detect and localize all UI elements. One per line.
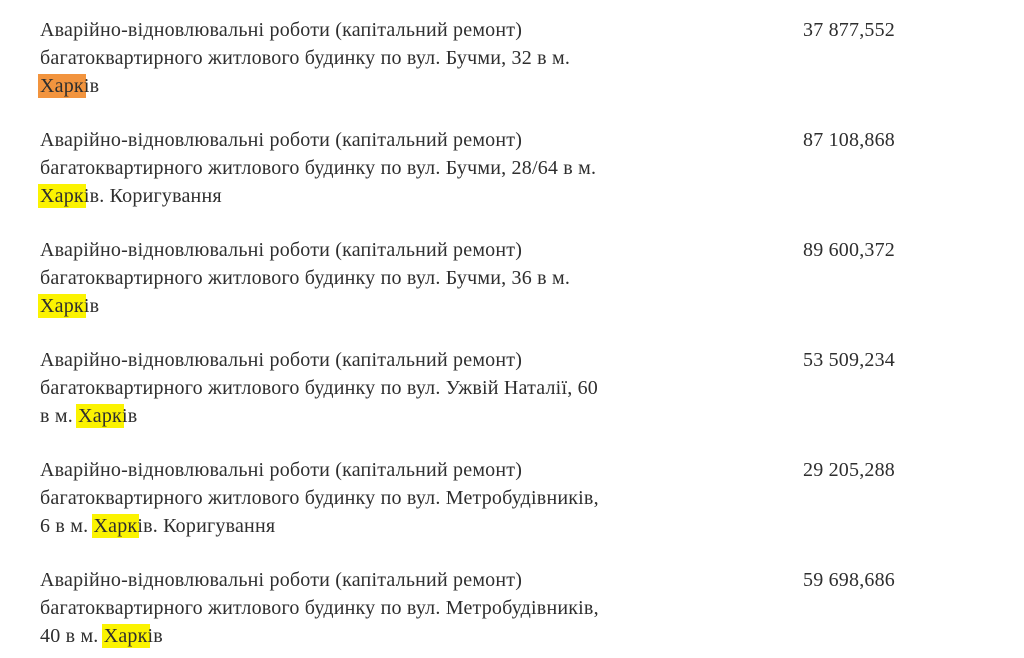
description-text: багатоквартирного житлового будинку по в… [40,267,571,289]
work-description-line: багатоквартирного житлового будинку по в… [40,594,700,622]
work-item-row: Аварійно-відновлювальні роботи (капіталь… [38,126,1024,210]
work-description-line: Аварійно-відновлювальні роботи (капіталь… [40,16,700,44]
description-text: багатоквартирного житлового будинку по в… [40,47,571,69]
search-highlight: Харк [38,184,86,208]
description-text: ів [147,625,163,647]
search-highlight: Харк [76,404,124,428]
work-description: Аварійно-відновлювальні роботи (капіталь… [38,236,700,320]
work-description-line: Аварійно-відновлювальні роботи (капіталь… [40,456,700,484]
amount-value: 53 509,234 [803,349,895,371]
work-description-line: Харків [38,72,700,100]
work-description-line: Аварійно-відновлювальні роботи (капіталь… [40,566,700,594]
search-highlight-active: Харк [38,74,86,98]
description-text: 40 в м. [40,625,104,647]
work-description-line: Аварійно-відновлювальні роботи (капіталь… [40,126,700,154]
amount-value: 89 600,372 [803,239,895,261]
work-description: Аварійно-відновлювальні роботи (капіталь… [38,16,700,100]
description-text: Аварійно-відновлювальні роботи (капіталь… [40,19,523,41]
search-highlight: Харк [38,294,86,318]
description-text: багатоквартирного житлового будинку по в… [40,597,599,619]
work-description: Аварійно-відновлювальні роботи (капіталь… [40,566,700,650]
description-text: багатоквартирного житлового будинку по в… [40,377,599,399]
work-description-line: Харків [38,292,700,320]
work-item-row: Аварійно-відновлювальні роботи (капіталь… [40,456,1024,540]
work-description: Аварійно-відновлювальні роботи (капіталь… [38,126,700,210]
description-text: Аварійно-відновлювальні роботи (капіталь… [40,239,523,261]
work-description-line: Аварійно-відновлювальні роботи (капіталь… [40,346,700,374]
description-text: ів. Коригування [83,185,222,207]
work-item-row: Аварійно-відновлювальні роботи (капіталь… [40,346,1024,430]
description-text: Аварійно-відновлювальні роботи (капіталь… [40,129,523,151]
description-text: ів [83,75,100,97]
description-text: Аварійно-відновлювальні роботи (капіталь… [40,569,523,591]
work-description: Аварійно-відновлювальні роботи (капіталь… [40,346,700,430]
description-text: ів. Коригування [137,515,276,537]
search-highlight: Харк [91,514,140,538]
description-text: Аварійно-відновлювальні роботи (капіталь… [40,459,523,481]
work-description-line: Харків. Коригування [38,182,700,210]
description-text: багатоквартирного житлового будинку по в… [40,487,599,509]
work-description-line: багатоквартирного житлового будинку по в… [40,484,700,512]
amount-value: 29 205,288 [803,459,895,481]
work-description-line: багатоквартирного житлового будинку по в… [40,374,700,402]
description-text: ів [83,295,100,317]
work-description-line: 6 в м. Харків. Коригування [40,512,700,540]
description-text: Аварійно-відновлювальні роботи (капіталь… [40,349,523,371]
search-highlight: Харк [101,624,150,648]
description-text: в м. [40,405,79,427]
work-description-line: в м. Харків [40,402,700,430]
work-description-line: багатоквартирного житлового будинку по в… [40,154,700,182]
work-description-line: Аварійно-відновлювальні роботи (капіталь… [40,236,700,264]
description-text: багатоквартирного житлового будинку по в… [40,157,597,179]
amount-value: 59 698,686 [803,569,895,591]
work-description-line: багатоквартирного житлового будинку по в… [40,44,700,72]
work-description-line: 40 в м. Харків [40,622,700,650]
work-item-row: Аварійно-відновлювальні роботи (капіталь… [40,566,1024,650]
amount-value: 87 108,868 [803,129,895,151]
work-description-line: багатоквартирного житлового будинку по в… [40,264,700,292]
amount-value: 37 877,552 [803,19,895,41]
work-item-row: Аварійно-відновлювальні роботи (капіталь… [38,16,1024,100]
work-item-row: Аварійно-відновлювальні роботи (капіталь… [38,236,1024,320]
description-text: ів [121,405,138,427]
work-description: Аварійно-відновлювальні роботи (капіталь… [40,456,700,540]
description-text: 6 в м. [40,515,94,537]
